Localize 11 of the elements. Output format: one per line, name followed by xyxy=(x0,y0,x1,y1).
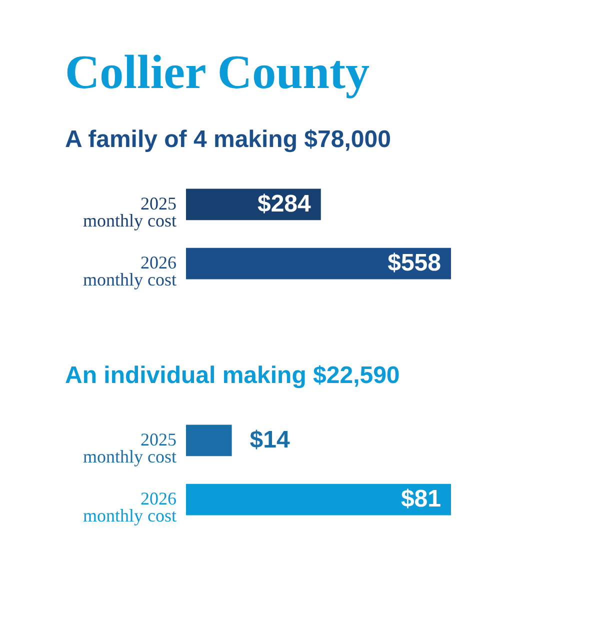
data-label: $284 xyxy=(257,190,312,218)
data-label: $558 xyxy=(388,250,441,277)
data-label: $14 xyxy=(250,426,290,454)
y-tick-label: 2026 monthly cost xyxy=(83,252,176,290)
chart-subtitle: A family of 4 making $78,000 xyxy=(65,126,391,153)
y-tick-label: 2026 monthly cost xyxy=(83,488,176,526)
data-label: $81 xyxy=(400,486,441,513)
y-tick-label: 2025 monthly cost xyxy=(83,193,176,230)
chart-subtitle: An individual making $22,590 xyxy=(65,362,400,389)
chart-title: Collier County xyxy=(65,46,370,99)
y-tick-label: 2025 monthly cost xyxy=(83,429,176,466)
